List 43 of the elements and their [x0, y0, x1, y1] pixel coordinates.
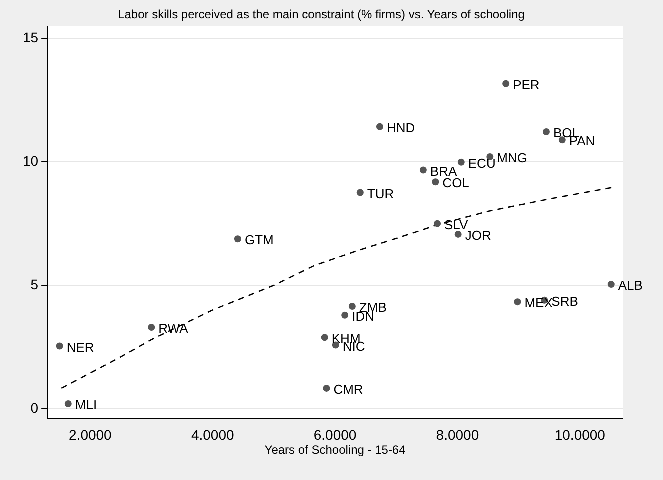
annotation: ALB — [618, 278, 643, 294]
point — [514, 298, 522, 306]
point — [56, 342, 64, 350]
annotation: SRB — [552, 294, 578, 309]
x-tick-label: 8.0000 — [436, 427, 480, 444]
point — [454, 230, 462, 238]
annotation: GTM — [244, 232, 274, 248]
annotation: PER — [513, 77, 540, 92]
annotation: MLI — [75, 398, 98, 413]
annotation: TUR — [367, 186, 394, 202]
point — [356, 189, 364, 196]
annotation: RWA — [158, 321, 189, 336]
y-tick-label: 5 — [30, 276, 39, 292]
annotation: MNG — [497, 150, 528, 166]
y-tick-label: 0 — [30, 400, 39, 416]
y-tick-label: 15 — [22, 30, 39, 46]
x-tick-label: 10.0000 — [554, 427, 606, 444]
point — [458, 158, 465, 166]
point — [376, 123, 384, 130]
point — [434, 220, 442, 228]
point — [148, 324, 156, 331]
point — [323, 384, 330, 392]
point — [342, 312, 349, 319]
point — [502, 80, 510, 88]
annotation: HND — [386, 120, 416, 136]
x-tick-label: 4.0000 — [191, 427, 234, 444]
point — [234, 236, 242, 243]
x-tick-label: 6.0000 — [314, 427, 357, 444]
point — [420, 166, 427, 174]
point — [321, 334, 328, 342]
x-tick-label: 2.0000 — [69, 427, 112, 444]
x-axis-title: Years of Schooling - 15-64 — [264, 443, 406, 458]
point — [348, 303, 356, 310]
annotation: NER — [66, 340, 94, 355]
point — [542, 128, 550, 136]
annotation: CMR — [334, 382, 364, 398]
chart-title: Labor skills perceived as the main constraint (% firms) vs. Years of schooling — [118, 8, 525, 22]
point — [64, 400, 72, 408]
annotation: ECU — [468, 156, 496, 171]
point — [608, 281, 615, 288]
y-tick-label: 10 — [22, 152, 39, 169]
annotation: MEX — [524, 296, 554, 311]
point — [432, 178, 440, 186]
